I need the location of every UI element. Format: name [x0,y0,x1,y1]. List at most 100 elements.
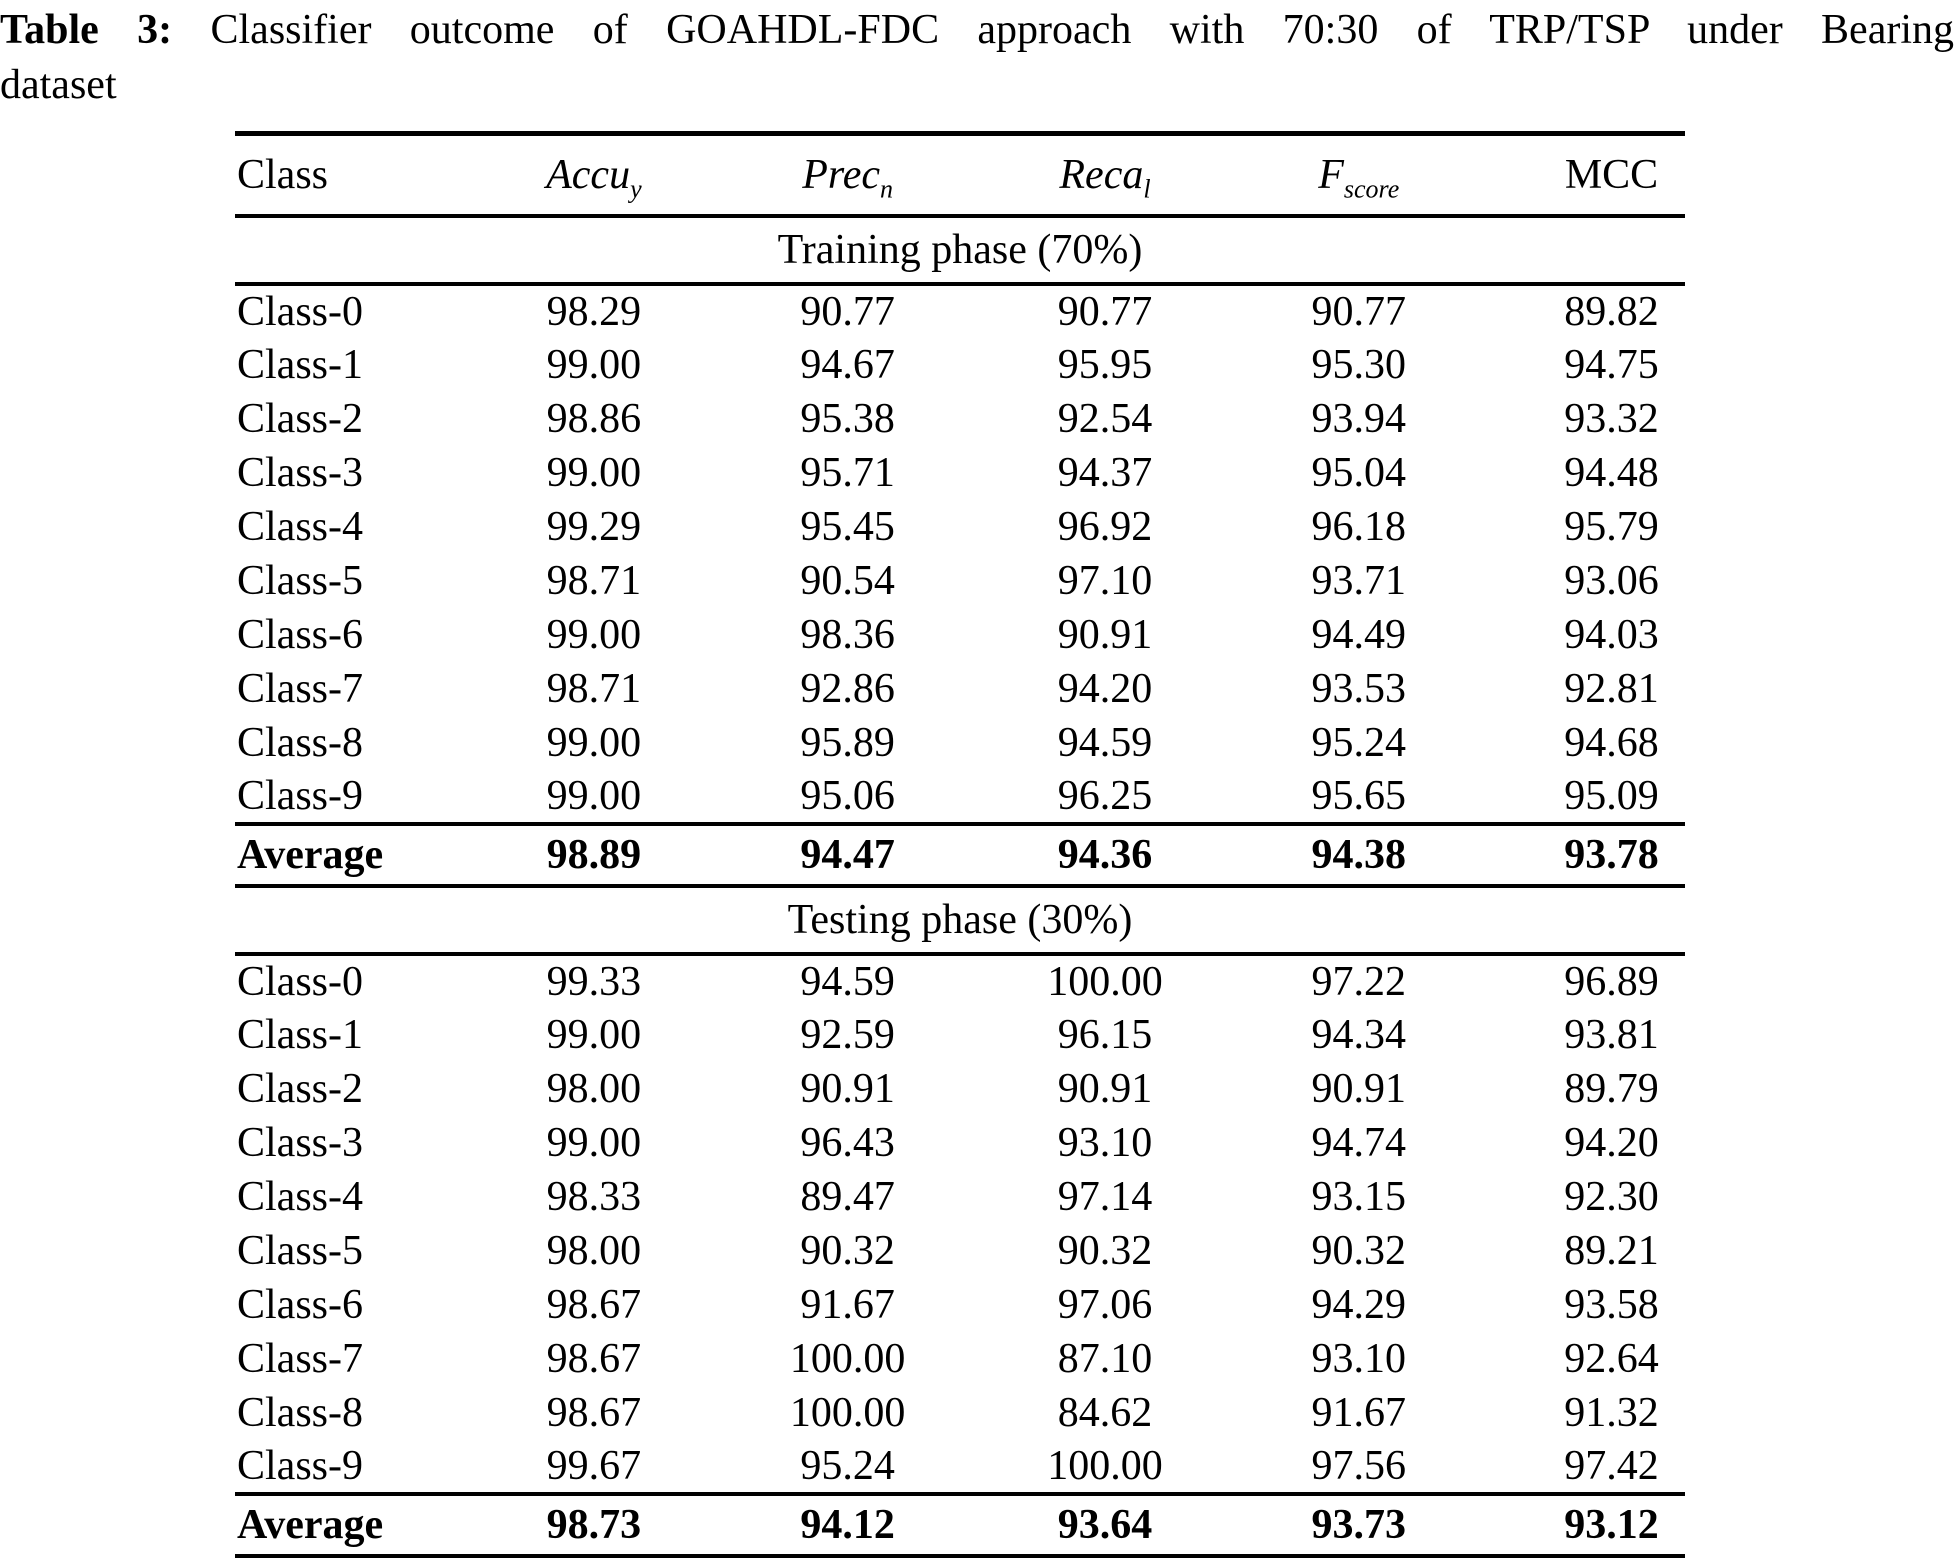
metric-value: 97.10 [1057,557,1153,604]
column-header-fscore-base: F [1318,151,1344,198]
table-row: Class-8 98.67 100.00 84.62 91.67 91.32 [235,1386,1685,1440]
metric-value: 95.71 [800,449,895,496]
table-row: Class-6 99.00 98.36 90.91 94.49 94.03 [235,608,1685,662]
section-header-row-testing: Testing phase (30%) [235,886,1685,954]
row-class-label: Class-4 [237,503,363,550]
metric-value: 93.10 [1057,1119,1153,1166]
metric-value: 87.10 [1057,1335,1153,1382]
average-value: 94.12 [800,1501,895,1548]
metric-value: 98.67 [546,1281,642,1328]
metric-value: 93.94 [1311,395,1407,442]
metric-value: 90.32 [800,1227,895,1274]
section-header-testing-label: Testing phase (30%) [787,896,1133,943]
row-class-label: Class-0 [237,958,363,1005]
metric-value: 96.15 [1057,1011,1153,1058]
metric-value: 90.77 [1057,288,1153,335]
metric-value: 97.06 [1057,1281,1153,1328]
metric-value: 99.00 [546,449,642,496]
metric-value: 92.59 [800,1011,895,1058]
average-row-training: Average 98.89 94.47 94.36 94.38 93.78 [235,823,1685,886]
row-class-label: Class-7 [237,665,363,712]
metric-value: 93.71 [1311,557,1407,604]
metric-value: 90.54 [800,557,895,604]
average-label: Average [237,831,384,878]
average-value: 98.73 [546,1501,642,1548]
row-class-label: Class-1 [237,1011,363,1058]
table-row: Class-0 98.29 90.77 90.77 90.77 89.82 [235,284,1685,338]
metric-value: 95.65 [1311,772,1407,819]
metric-value: 90.77 [800,288,895,335]
row-class-label: Class-3 [237,1119,363,1166]
table-caption: Table 3: Classifier outcome of GOAHDL-FD… [0,0,1954,113]
metric-value: 94.67 [800,341,895,388]
table-row: Class-1 99.00 94.67 95.95 95.30 94.75 [235,338,1685,392]
metric-value: 99.00 [546,1011,642,1058]
metric-value: 98.00 [546,1227,642,1274]
metric-value: 98.71 [546,557,642,604]
metric-value: 95.30 [1311,341,1407,388]
metric-value: 100.00 [1047,958,1163,1005]
row-class-label: Class-5 [237,557,363,604]
metric-value: 99.33 [546,958,642,1005]
metric-value: 89.79 [1564,1065,1659,1112]
table-container: Class Accuy Precn Recal Fscore MCC Train… [235,131,1685,1558]
table-row: Class-5 98.71 90.54 97.10 93.71 93.06 [235,554,1685,608]
row-class-label: Class-9 [237,772,363,819]
row-class-label: Class-8 [237,719,363,766]
metric-value: 97.14 [1057,1173,1153,1220]
metric-value: 96.43 [800,1119,895,1166]
column-header-class: Class [237,151,329,198]
metric-value: 95.38 [800,395,895,442]
row-class-label: Class-1 [237,341,363,388]
metric-value: 98.67 [546,1389,642,1436]
metric-value: 91.67 [800,1281,895,1328]
metric-value: 93.32 [1564,395,1659,442]
table-caption-line1: Table 3: Classifier outcome of GOAHDL-FD… [0,3,1954,58]
metric-value: 94.34 [1311,1011,1407,1058]
metric-value: 100.00 [1047,1442,1163,1489]
metric-value: 94.20 [1564,1119,1659,1166]
metric-value: 95.79 [1564,503,1659,550]
metric-value: 100.00 [789,1389,906,1436]
column-header-precision-subscript: n [879,174,893,204]
metric-value: 90.91 [1057,1065,1153,1112]
average-value: 93.12 [1564,1501,1659,1548]
metric-value: 92.54 [1057,395,1153,442]
metric-value: 93.58 [1564,1281,1659,1328]
metric-value: 97.56 [1311,1442,1407,1489]
metric-value: 94.59 [800,958,895,1005]
table-caption-line2: dataset [0,62,117,108]
metric-value: 93.15 [1311,1173,1407,1220]
metric-value: 98.33 [546,1173,642,1220]
average-value: 94.36 [1057,831,1153,878]
metric-value: 96.89 [1564,958,1659,1005]
metric-value: 92.64 [1564,1335,1659,1382]
metric-value: 98.36 [800,611,895,658]
column-header-recall-subscript: l [1143,174,1151,204]
metric-value: 99.67 [546,1442,642,1489]
row-class-label: Class-5 [237,1227,363,1274]
metric-value: 95.06 [800,772,895,819]
section-header-training-label: Training phase (70%) [777,226,1143,273]
table-row: Class-7 98.71 92.86 94.20 93.53 92.81 [235,662,1685,716]
metric-value: 95.24 [800,1442,895,1489]
average-value: 93.78 [1564,831,1659,878]
column-header-accuracy-base: Accu [546,151,631,198]
metric-value: 90.32 [1057,1227,1153,1274]
metric-value: 90.77 [1311,288,1407,335]
classifier-results-table: Class Accuy Precn Recal Fscore MCC Train… [235,131,1685,1558]
metric-value: 89.82 [1564,288,1659,335]
table-row: Class-3 99.00 95.71 94.37 95.04 94.48 [235,446,1685,500]
column-header-mcc: MCC [1564,151,1659,198]
metric-value: 91.32 [1564,1389,1659,1436]
metric-value: 95.95 [1057,341,1153,388]
metric-value: 93.06 [1564,557,1659,604]
column-header-recall-base: Reca [1059,151,1144,198]
table-caption-label: Table 3: [0,7,173,53]
section-header-row-training: Training phase (70%) [235,216,1685,284]
metric-value: 89.47 [800,1173,895,1220]
metric-value: 94.20 [1057,665,1153,712]
row-class-label: Class-0 [237,288,363,335]
average-value: 93.64 [1057,1501,1153,1548]
